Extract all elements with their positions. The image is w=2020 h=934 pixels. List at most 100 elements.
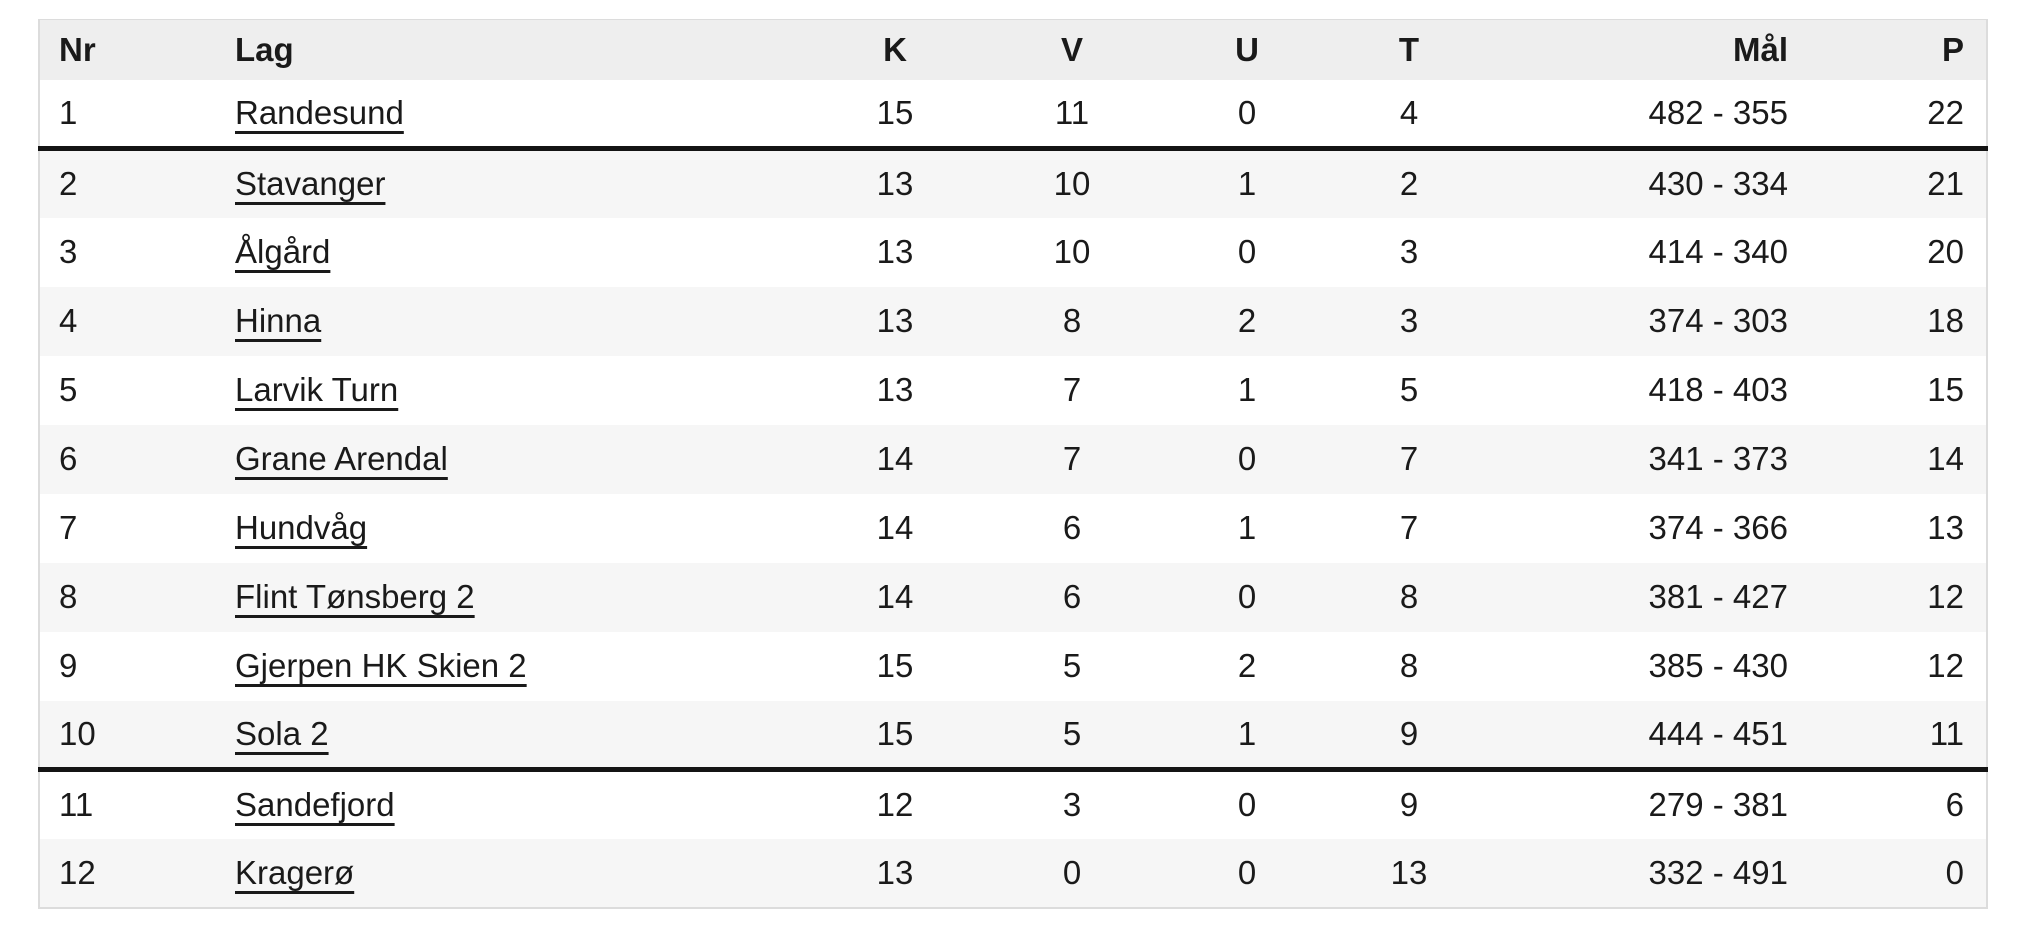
nr-cell: 4 xyxy=(59,302,78,339)
k-cell: 14 xyxy=(876,578,914,615)
nr-cell: 7 xyxy=(59,509,78,546)
p-cell: 21 xyxy=(1927,165,1964,203)
team-link[interactable]: Sandefjord xyxy=(235,786,395,824)
team-link[interactable]: Hundvåg xyxy=(235,509,368,546)
header-row: Nr Lag K V U T Mål P xyxy=(39,19,1987,80)
k-cell: 15 xyxy=(801,79,989,151)
u-cell: 0 xyxy=(1237,440,1257,477)
team-link[interactable]: Stavanger xyxy=(235,165,386,203)
table-row: 8 Flint Tønsberg 2 14 6 0 8 381 - 427 12 xyxy=(39,562,1987,632)
p-cell: 0 xyxy=(1945,853,1964,891)
team-cell: Randesund xyxy=(216,79,801,151)
team-cell: Flint Tønsberg 2 xyxy=(216,563,801,632)
nr-cell: 11 xyxy=(59,786,94,824)
team-cell: Sandefjord xyxy=(216,770,801,839)
k-cell: 14 xyxy=(876,440,914,477)
p-cell: 14 xyxy=(1927,440,1964,477)
team-cell: Kragerø xyxy=(216,839,801,908)
column-header-v: V xyxy=(989,19,1155,80)
v-cell: 5 xyxy=(989,700,1155,772)
p-cell: 11 xyxy=(1807,700,1987,772)
column-header-p: P xyxy=(1807,19,1987,80)
mal-cell: 279 - 381 xyxy=(1648,786,1788,824)
p-cell: 18 xyxy=(1927,302,1964,339)
t-cell: 13 xyxy=(1390,853,1428,891)
table-row: 5 Larvik Turn 13 7 1 5 418 - 403 15 xyxy=(39,355,1987,425)
team-link[interactable]: Sola 2 xyxy=(235,714,329,752)
nr-cell: 6 xyxy=(59,440,78,477)
p-cell: 22 xyxy=(1807,79,1987,151)
team-link[interactable]: Randesund xyxy=(235,93,404,131)
t-cell: 9 xyxy=(1399,786,1419,824)
k-cell: 12 xyxy=(876,786,914,824)
p-cell: 15 xyxy=(1927,371,1964,408)
standings-table: Nr Lag K V U T Mål P 1 Randesund 15 11 0 4 482 - 355 2… xyxy=(38,19,1988,909)
team-link[interactable]: Larvik Turn xyxy=(235,371,399,408)
team-link[interactable]: Gjerpen HK Skien 2 xyxy=(235,647,527,684)
u-cell: 1 xyxy=(1237,509,1257,546)
t-cell: 3 xyxy=(1399,302,1419,339)
table-row: 3 Ålgård 13 10 0 3 414 - 340 20 xyxy=(39,217,1987,287)
team-link[interactable]: Grane Arendal xyxy=(235,440,448,477)
table-row: 6 Grane Arendal 14 7 0 7 341 - 373 14 xyxy=(39,424,1987,494)
k-cell: 15 xyxy=(801,700,989,772)
t-cell: 7 xyxy=(1399,440,1419,477)
table-row: 2 Stavanger 13 10 1 2 430 - 334 21 xyxy=(39,148,1987,218)
v-cell: 7 xyxy=(1062,371,1082,408)
team-link[interactable]: Kragerø xyxy=(235,853,355,891)
u-cell: 2 xyxy=(1237,302,1257,339)
v-cell: 0 xyxy=(1062,853,1082,891)
u-cell: 0 xyxy=(1237,853,1257,891)
column-header-u: U xyxy=(1155,19,1339,80)
table-header: Nr Lag K V U T Mål P xyxy=(39,19,1987,80)
column-header-nr: Nr xyxy=(39,19,216,80)
k-cell: 13 xyxy=(876,302,914,339)
nr-cell: 2 xyxy=(59,165,78,203)
team-cell: Hinna xyxy=(216,287,801,356)
standings-table-container: Nr Lag K V U T Mål P 1 Randesund 15 11 0 4 482 - 355 2… xyxy=(38,19,1988,909)
mal-cell: 374 - 366 xyxy=(1648,509,1788,546)
column-header-mal: Mål xyxy=(1479,19,1807,80)
k-cell: 13 xyxy=(876,233,914,270)
v-cell: 3 xyxy=(1062,786,1082,824)
v-cell: 11 xyxy=(989,79,1155,151)
u-cell: 0 xyxy=(1237,786,1257,824)
v-cell: 6 xyxy=(1062,509,1082,546)
p-cell: 13 xyxy=(1927,509,1964,546)
v-cell: 8 xyxy=(1062,302,1082,339)
team-cell: Ålgård xyxy=(216,218,801,287)
mal-cell: 482 - 355 xyxy=(1479,79,1807,151)
u-cell: 0 xyxy=(1237,578,1257,615)
column-header-k: K xyxy=(801,19,989,80)
mal-cell: 381 - 427 xyxy=(1648,578,1788,615)
team-cell: Hundvåg xyxy=(216,494,801,563)
team-cell: Gjerpen HK Skien 2 xyxy=(216,632,801,701)
column-header-t: T xyxy=(1339,19,1479,80)
k-cell: 13 xyxy=(876,371,914,408)
team-cell: Larvik Turn xyxy=(216,356,801,425)
u-cell: 0 xyxy=(1237,233,1257,270)
nr-cell: 5 xyxy=(59,371,78,408)
nr-cell: 10 xyxy=(39,700,216,772)
k-cell: 15 xyxy=(876,647,914,684)
nr-cell: 12 xyxy=(59,853,96,891)
mal-cell: 430 - 334 xyxy=(1648,165,1788,203)
k-cell: 14 xyxy=(876,509,914,546)
t-cell: 5 xyxy=(1399,371,1419,408)
team-link[interactable]: Ålgård xyxy=(235,233,331,270)
t-cell: 9 xyxy=(1339,700,1479,772)
table-row: 7 Hundvåg 14 6 1 7 374 - 366 13 xyxy=(39,493,1987,563)
v-cell: 7 xyxy=(1062,440,1082,477)
team-cell: Sola 2 xyxy=(216,700,801,772)
v-cell: 10 xyxy=(1053,165,1091,203)
team-link[interactable]: Hinna xyxy=(235,302,322,339)
mal-cell: 414 - 340 xyxy=(1648,233,1788,270)
p-cell: 6 xyxy=(1945,786,1964,824)
v-cell: 5 xyxy=(1062,647,1082,684)
mal-cell: 385 - 430 xyxy=(1648,647,1788,684)
v-cell: 10 xyxy=(1053,233,1091,270)
nr-cell: 3 xyxy=(59,233,78,270)
t-cell: 4 xyxy=(1339,79,1479,151)
t-cell: 7 xyxy=(1399,509,1419,546)
team-link[interactable]: Flint Tønsberg 2 xyxy=(235,578,475,615)
